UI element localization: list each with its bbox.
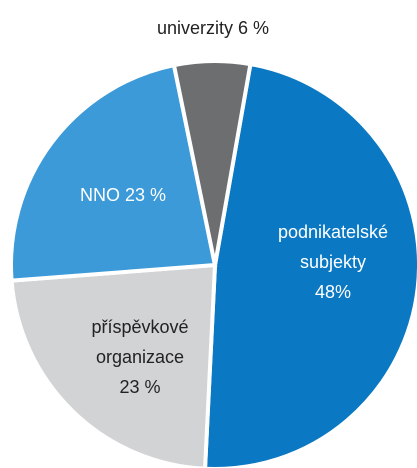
value-label: 48%: [314, 282, 352, 302]
slice-label: podnikatelské subjekty 48%: [268, 217, 398, 307]
pie-slice: [203, 61, 417, 468]
slice-label: univerzity 6 %: [113, 13, 313, 43]
pie-slice: [171, 59, 253, 266]
category-label: univerzity: [156, 18, 233, 38]
value-label: 23 %: [124, 185, 167, 205]
pie-slice: [9, 262, 218, 468]
value-label: 6 %: [238, 18, 270, 38]
category-label: příspěvkové organizace: [91, 317, 189, 367]
pie-slice: [9, 62, 218, 283]
category-label: podnikatelské subjekty: [277, 222, 389, 272]
category-label: NNO: [79, 185, 120, 205]
value-label: 23 %: [119, 377, 161, 397]
slice-label: příspěvkové organizace 23 %: [65, 312, 215, 402]
slice-label: NNO 23 %: [48, 180, 198, 210]
